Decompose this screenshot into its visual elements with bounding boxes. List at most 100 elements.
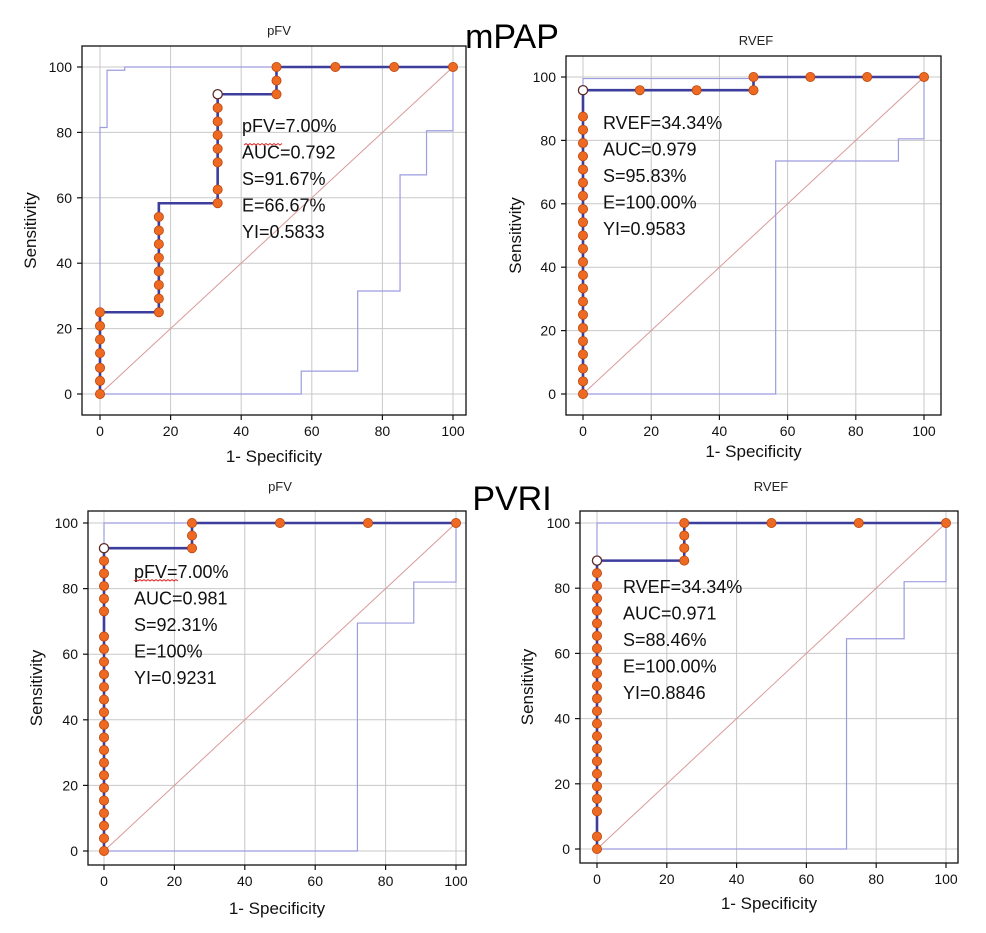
chart-1-stat-line: E=66.67% bbox=[242, 196, 326, 216]
chart-1-roc-point bbox=[95, 362, 106, 373]
chart-1-spellcheck-underline bbox=[243, 142, 283, 146]
chart-1-roc-point bbox=[153, 239, 164, 250]
chart-4-stat-line: S=88.46% bbox=[623, 630, 707, 650]
chart-2-optimal-point bbox=[577, 84, 589, 96]
chart-4-y-tick-label: 20 bbox=[554, 776, 570, 792]
chart-1-stat-line: AUC=0.792 bbox=[242, 143, 336, 163]
chart-4-roc-point bbox=[592, 806, 603, 817]
chart-3-roc-point bbox=[99, 745, 110, 756]
chart-1-x-tick-label: 0 bbox=[96, 423, 104, 439]
chart-1-roc-point bbox=[153, 307, 164, 318]
chart-4-x-tick-label: 80 bbox=[868, 871, 884, 887]
chart-1-x-tick-label: 60 bbox=[304, 423, 320, 439]
chart-3-roc-point bbox=[186, 543, 197, 554]
chart-1-roc-point bbox=[153, 225, 164, 236]
chart-4-roc-point bbox=[592, 743, 603, 754]
chart-2-roc-point bbox=[578, 190, 589, 201]
chart-1-x-tick-label: 80 bbox=[375, 423, 391, 439]
chart-3-roc-point bbox=[99, 732, 110, 743]
chart-panels: 0 20 40 60 80 100 0 20 40 60 80 100 pFV 1- Specificit… bbox=[21, 23, 959, 918]
chart-3-y-tick-label: 0 bbox=[70, 843, 78, 859]
chart-1-roc-point bbox=[153, 280, 164, 291]
chart-3-roc-point bbox=[99, 846, 110, 857]
chart-1-roc-point bbox=[271, 75, 282, 86]
chart-2-roc-point bbox=[634, 85, 645, 96]
chart-4-frame bbox=[579, 510, 959, 864]
chart-4-y-tick-label: 80 bbox=[554, 580, 570, 596]
chart-4-roc-point bbox=[592, 693, 603, 704]
chart-1-frame bbox=[81, 45, 467, 416]
chart-4-x-axis-label: 1- Specificity bbox=[721, 894, 818, 913]
chart-3-roc-point bbox=[186, 518, 197, 529]
chart-4-stat-line: E=100.00% bbox=[623, 657, 717, 677]
chart-3-panel: 0 20 40 60 80 100 0 20 40 60 80 100 pFV 1- Specificit… bbox=[27, 479, 468, 918]
chart-2-roc-point bbox=[578, 256, 589, 267]
chart-4-x-tick-label: 40 bbox=[729, 871, 745, 887]
chart-2-x-tick-label: 0 bbox=[579, 423, 587, 439]
chart-2-x-tick-label: 40 bbox=[712, 423, 728, 439]
chart-3-roc-point bbox=[99, 757, 110, 768]
chart-3-roc-point bbox=[99, 795, 110, 806]
chart-4-y-tick-label: 40 bbox=[554, 711, 570, 727]
chart-1-x-tick-label: 20 bbox=[163, 423, 179, 439]
chart-4-title: RVEF bbox=[754, 479, 788, 494]
chart-1-y-axis-label: Sensitivity bbox=[21, 192, 40, 269]
chart-4-roc-point bbox=[592, 655, 603, 666]
chart-4-roc-point bbox=[679, 543, 690, 554]
chart-3-x-tick-label: 60 bbox=[307, 873, 323, 889]
chart-1-reference-line bbox=[99, 66, 454, 395]
chart-2-roc-point bbox=[578, 111, 589, 122]
chart-4-stat-line: YI=0.8846 bbox=[623, 683, 706, 703]
chart-3-stat-line: YI=0.9231 bbox=[134, 668, 217, 688]
chart-1-roc-point bbox=[95, 375, 106, 386]
chart-3-roc-point bbox=[99, 782, 110, 793]
chart-2-stat-line: AUC=0.979 bbox=[603, 140, 697, 160]
chart-4-panel: 0 20 40 60 80 100 0 20 40 60 80 100 RVEF 1- Specifici… bbox=[518, 479, 959, 913]
chart-1-roc-point bbox=[95, 348, 106, 359]
chart-2-roc-point bbox=[748, 72, 759, 83]
chart-1-ci-upper bbox=[99, 66, 453, 394]
chart-3-roc-point bbox=[99, 707, 110, 718]
chart-3-y-tick-label: 80 bbox=[62, 581, 78, 597]
chart-2-roc-point bbox=[578, 349, 589, 360]
chart-3-y-tick-label: 60 bbox=[62, 646, 78, 662]
chart-3-ci-lower bbox=[104, 523, 457, 852]
chart-3-stat-line: AUC=0.981 bbox=[134, 589, 228, 609]
chart-2-roc-point bbox=[578, 283, 589, 294]
chart-2-ci-lower bbox=[583, 77, 925, 395]
chart-1-y-tick-label: 100 bbox=[49, 59, 73, 75]
chart-2-x-tick-label: 80 bbox=[848, 423, 864, 439]
chart-4-roc-point bbox=[679, 518, 690, 529]
chart-3-x-tick-label: 0 bbox=[100, 873, 108, 889]
chart-2-x-tick-label: 20 bbox=[643, 423, 659, 439]
chart-3-roc-point bbox=[99, 719, 110, 730]
chart-3-x-tick-label: 40 bbox=[237, 873, 253, 889]
chart-4-optimal-point bbox=[591, 555, 603, 566]
chart-1-optimal-point bbox=[212, 88, 223, 100]
chart-2-stat-line: S=95.83% bbox=[603, 166, 687, 186]
chart-4-roc-point bbox=[679, 530, 690, 541]
chart-4-y-axis-label: Sensitivity bbox=[518, 648, 537, 725]
chart-3-reference-line bbox=[103, 522, 457, 852]
chart-1-roc-point bbox=[212, 157, 223, 168]
chart-4-y-tick-label: 60 bbox=[554, 645, 570, 661]
chart-1-y-tick-label: 80 bbox=[56, 124, 72, 140]
chart-2-roc-point bbox=[919, 72, 930, 83]
chart-2-roc-point bbox=[578, 243, 589, 254]
chart-4-roc-point bbox=[592, 781, 603, 792]
chart-2-y-tick-label: 0 bbox=[548, 386, 556, 402]
chart-2-stat-line: YI=0.9583 bbox=[603, 219, 686, 239]
chart-3-x-tick-label: 80 bbox=[378, 873, 394, 889]
chart-3-optimal-point bbox=[98, 542, 110, 554]
chart-2-roc-point bbox=[578, 336, 589, 347]
chart-4-y-tick-label: 100 bbox=[547, 515, 571, 531]
chart-4-roc-point bbox=[592, 618, 603, 629]
chart-3-frame bbox=[87, 510, 467, 866]
chart-2-reference-line bbox=[582, 76, 925, 395]
chart-2-roc-point bbox=[578, 230, 589, 241]
chart-1-title: pFV bbox=[267, 23, 291, 38]
chart-2-y-tick-label: 20 bbox=[540, 323, 556, 339]
chart-3-roc-point bbox=[99, 644, 110, 655]
chart-3-roc-point bbox=[99, 770, 110, 781]
